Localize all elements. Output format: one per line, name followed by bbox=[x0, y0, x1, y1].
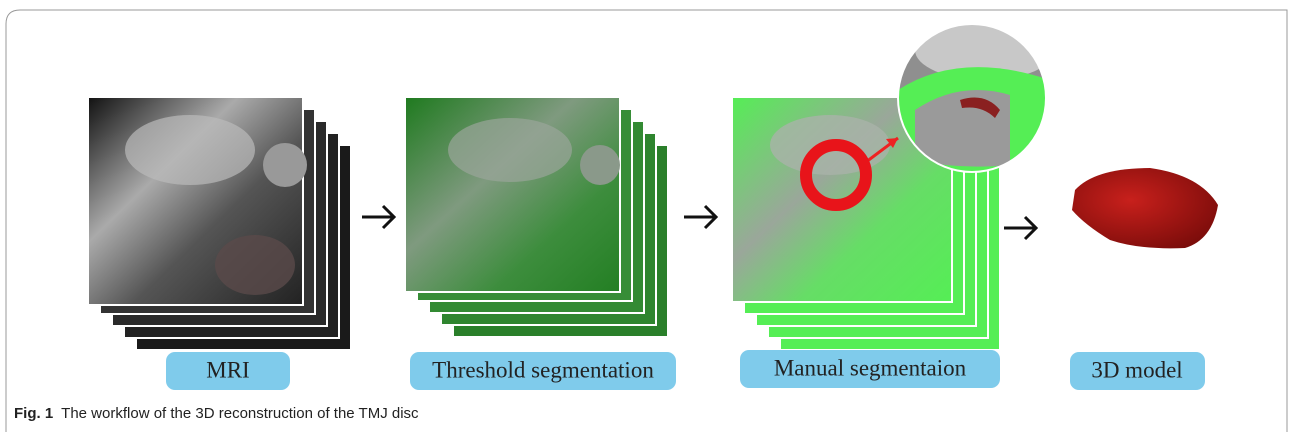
caption-label: Fig. 1 bbox=[14, 405, 53, 422]
arrows bbox=[362, 204, 1039, 241]
frame bbox=[5, 9, 1288, 432]
label-box bbox=[166, 352, 290, 390]
label-box bbox=[1070, 352, 1205, 390]
caption-text: The workflow of the 3D reconstruction of… bbox=[61, 405, 419, 422]
stage-label: Manual segmentaion bbox=[774, 355, 967, 380]
threshold-stack bbox=[404, 96, 669, 338]
mri-stack bbox=[87, 96, 352, 351]
stage-label: Threshold segmentation bbox=[432, 357, 654, 382]
disc-model bbox=[1072, 168, 1218, 249]
label-box bbox=[740, 350, 1000, 388]
stage-label: MRI bbox=[206, 357, 249, 382]
stage-label: 3D model bbox=[1091, 357, 1182, 382]
caption: Fig. 1 The workflow of the 3D reconstruct… bbox=[14, 405, 419, 422]
manual-stack bbox=[731, 23, 1047, 351]
label-box bbox=[410, 352, 676, 390]
